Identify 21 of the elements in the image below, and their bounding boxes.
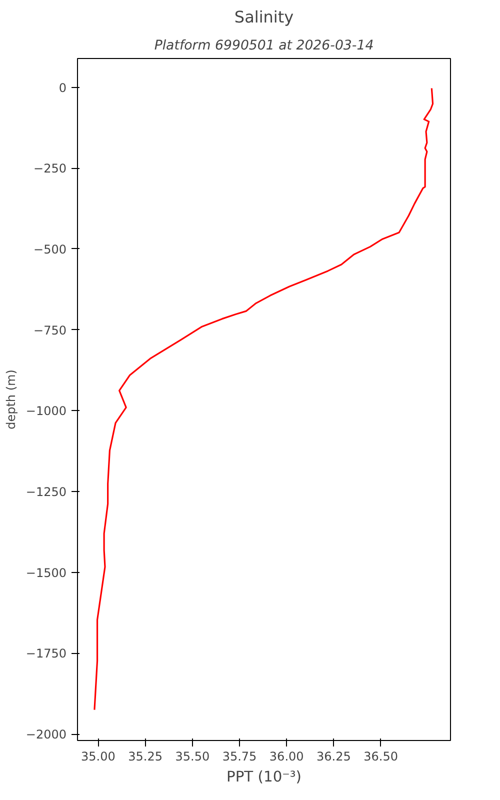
y-tick-label: −500 <box>34 242 67 256</box>
y-tick-label: 0 <box>58 80 67 95</box>
x-tick-label: 35.50 <box>175 750 210 764</box>
y-tick-label: −1000 <box>26 404 66 418</box>
y-axis-title: depth (m) <box>4 370 18 430</box>
x-tick-label: 36.25 <box>316 750 351 764</box>
x-axis-title: PPT (10⁻³) <box>226 768 302 786</box>
x-tick-label: 35.25 <box>128 750 162 764</box>
x-tick-label: 35.75 <box>222 750 257 764</box>
line-series <box>94 87 434 711</box>
y-tick-label: −750 <box>34 323 67 338</box>
x-tick-label: 36.50 <box>364 750 398 764</box>
y-tick-label: −250 <box>34 162 67 176</box>
x-tick-label: 35.00 <box>81 750 116 764</box>
chart-subtitle: Platform 6990501 at 2026-03-14 <box>154 38 374 54</box>
x-tick-label: 36.00 <box>269 750 304 764</box>
y-tick-label: −1250 <box>26 485 66 499</box>
y-tick-label: −2000 <box>26 728 66 742</box>
y-tick-label: −1500 <box>26 566 66 580</box>
chart-title: Salinity <box>234 8 294 26</box>
y-tick-label: −1750 <box>26 646 66 661</box>
